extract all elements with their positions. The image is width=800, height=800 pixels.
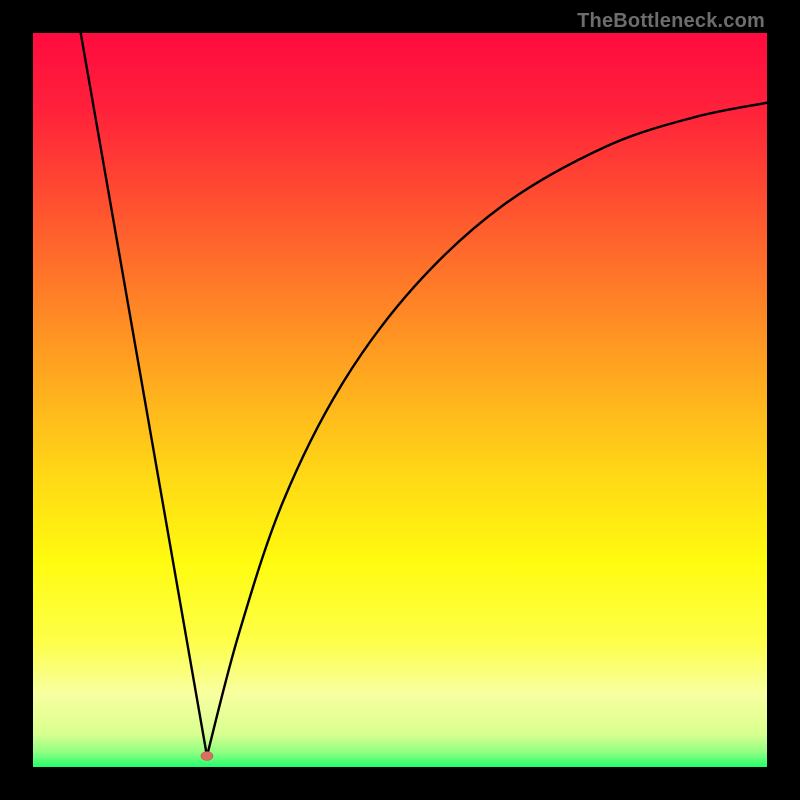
bottleneck-curve	[33, 33, 767, 767]
watermark-text: TheBottleneck.com	[577, 10, 765, 33]
chart-frame: TheBottleneck.com	[0, 0, 800, 800]
plot-area	[33, 33, 767, 767]
curve-right-branch	[207, 103, 767, 756]
curve-left-branch	[81, 33, 207, 756]
minimum-marker	[201, 751, 213, 760]
